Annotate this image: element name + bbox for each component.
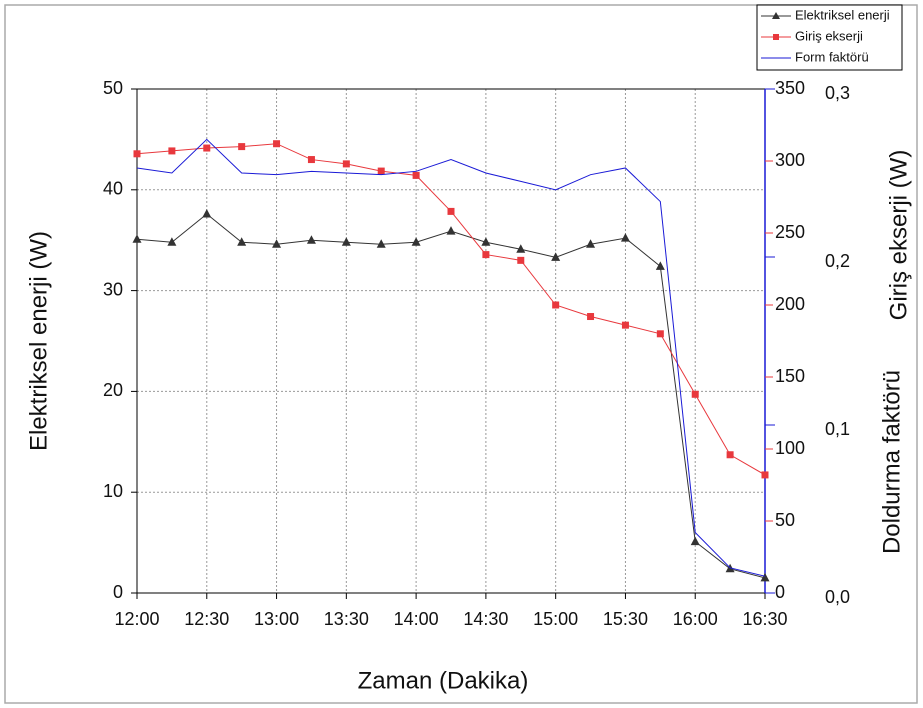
point [412, 171, 420, 179]
y2-axis-title: Giriş ekserji (W) [885, 150, 912, 321]
y-axis-title: Elektriksel enerji (W) [25, 231, 52, 451]
y3-tick-label: 0,2 [825, 251, 850, 271]
y-tick-label: 0 [113, 582, 123, 602]
y3-tick-label: 0,3 [825, 83, 850, 103]
point [132, 234, 142, 243]
y-tick-label: 10 [103, 481, 123, 501]
point [761, 471, 769, 479]
point [446, 226, 456, 235]
point [551, 252, 561, 261]
legend-marker [772, 12, 780, 19]
point [586, 239, 596, 248]
point [552, 301, 560, 309]
series-line [136, 138, 766, 577]
x-axis-title: Zaman (Dakika) [358, 667, 529, 694]
point [237, 237, 247, 246]
point [273, 140, 281, 148]
plot-frame [136, 88, 766, 594]
point [238, 143, 246, 151]
y2-tick-label: 300 [775, 150, 805, 170]
y-tick-label: 30 [103, 279, 123, 299]
y2-tick-label: 150 [775, 366, 805, 386]
x-tick-label: 16:30 [742, 609, 787, 629]
point [376, 239, 386, 248]
y2-tick-label: 350 [775, 78, 805, 98]
point [447, 207, 455, 215]
x-tick-label: 13:00 [254, 609, 299, 629]
legend-marker [773, 34, 779, 40]
point [760, 572, 770, 582]
y2-tick-label: 250 [775, 222, 805, 242]
y2-tick-label: 0 [775, 582, 785, 602]
y-tick-label: 50 [103, 78, 123, 98]
point [656, 330, 664, 338]
point [620, 233, 630, 242]
point [482, 251, 490, 259]
x-tick-label: 13:30 [324, 609, 369, 629]
y2-tick-label: 100 [775, 438, 805, 458]
point [168, 147, 176, 155]
point [202, 208, 212, 218]
point [516, 244, 526, 253]
y3-tick-label: 0,0 [825, 587, 850, 607]
point [655, 261, 665, 270]
point [203, 144, 211, 152]
y-tick-label: 20 [103, 380, 123, 400]
x-tick-label: 14:00 [394, 609, 439, 629]
point [691, 390, 699, 398]
legend-label: Elektriksel enerji [795, 7, 890, 22]
y2-tick-label: 50 [775, 510, 795, 530]
frame [4, 4, 918, 704]
y2-tick-label: 200 [775, 294, 805, 314]
point [690, 536, 700, 546]
series-line [136, 213, 766, 579]
point [272, 239, 282, 248]
y3-tick-label: 0,1 [825, 419, 850, 439]
y-tick-label: 40 [103, 179, 123, 199]
point [481, 237, 491, 246]
x-tick-label: 12:30 [184, 609, 229, 629]
point [167, 237, 177, 246]
point [377, 167, 385, 175]
point [587, 313, 595, 321]
x-tick-label: 15:00 [533, 609, 578, 629]
point [621, 321, 629, 329]
x-tick-label: 12:00 [114, 609, 159, 629]
point [517, 256, 525, 264]
point [411, 237, 421, 246]
point [342, 160, 350, 168]
point [726, 451, 734, 459]
legend-label: Giriş ekserji [795, 28, 863, 43]
x-tick-label: 14:30 [463, 609, 508, 629]
point [307, 156, 315, 164]
x-tick-label: 15:30 [603, 609, 648, 629]
point [306, 235, 316, 244]
x-tick-label: 16:00 [673, 609, 718, 629]
series-line [136, 143, 766, 476]
legend-label: Form faktörü [795, 49, 869, 64]
point [133, 150, 141, 158]
point [341, 237, 351, 246]
y3-axis-title: Doldurma faktörü [878, 370, 905, 554]
